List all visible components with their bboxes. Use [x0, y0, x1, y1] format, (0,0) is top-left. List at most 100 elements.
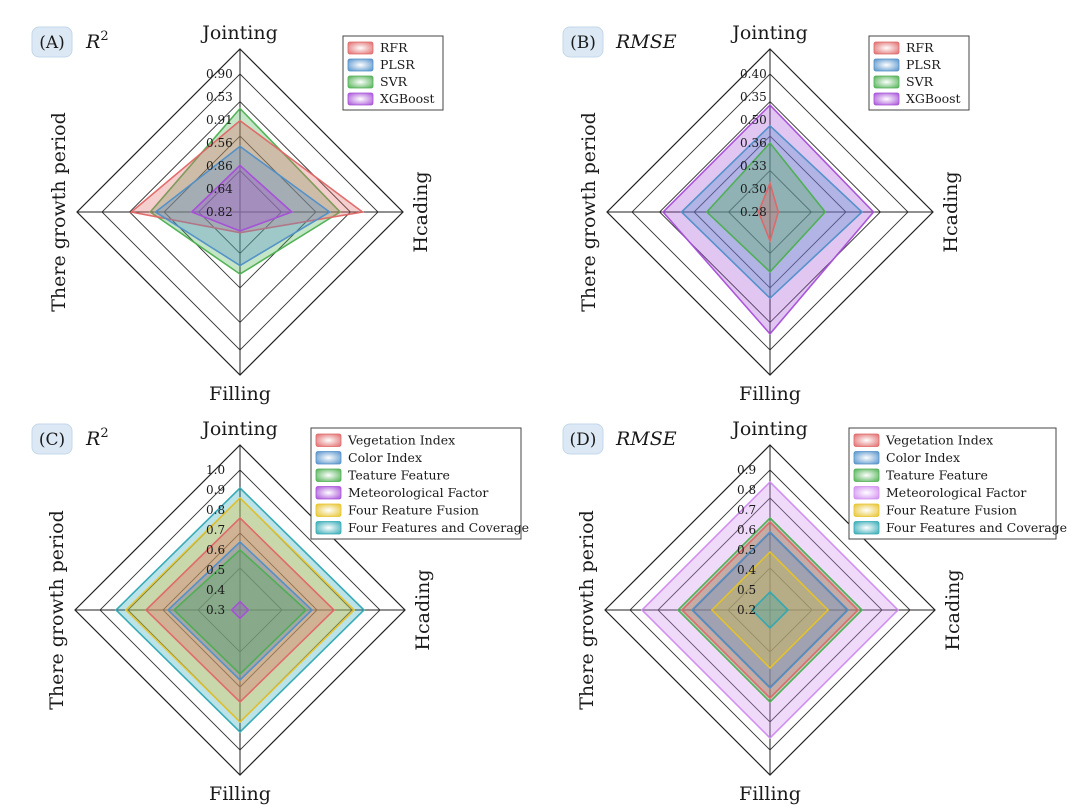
- tick-label: 0.5: [737, 543, 756, 557]
- legend-label: Four Features and Coverage: [886, 520, 1067, 535]
- legend-label: XGBoost: [380, 91, 435, 106]
- radar-panel-d: 0.2 0.5 0.4 0.5 0.6 0.7 0.8 0.9 Jointing Filling H…: [562, 418, 1067, 805]
- legend-swatch: [315, 486, 342, 500]
- series-area-rfr: [129, 119, 365, 234]
- axis-label-left: There growth period: [578, 112, 600, 312]
- axis-label-top: Jointing: [200, 418, 277, 440]
- series-area-plsr: [154, 145, 332, 267]
- panel-metric-superscript: 2: [100, 426, 108, 441]
- tick-label: 0.33: [740, 159, 767, 173]
- series-area-xgboost: [190, 164, 294, 232]
- tick-label: 0.8: [206, 503, 225, 517]
- panel-label-badge: [31, 26, 73, 58]
- tick-label: 0.40: [740, 67, 767, 81]
- series-area-four-features-and-coverage: [114, 486, 366, 734]
- legend-swatch: [347, 41, 374, 55]
- axis-label-right: Hcading: [412, 569, 434, 650]
- legend-label: Color Index: [348, 450, 422, 465]
- legend-box: [848, 427, 1057, 540]
- legend-swatch: [873, 75, 900, 89]
- tick-label: 0.9: [737, 463, 756, 477]
- legend-swatch: [315, 503, 342, 517]
- axis-label-top: Jointing: [200, 22, 277, 44]
- legend-swatch: [347, 75, 374, 89]
- legend-swatch: [347, 58, 374, 72]
- panel-label-badge: [562, 26, 604, 58]
- legend-label: Four Reature Fusion: [348, 503, 479, 518]
- radar-panel-b: 0.28 0.30 0.33 0.36 0.50 0.35 0.40 Jointing Fill…: [562, 22, 970, 405]
- tick-label: 0.3: [206, 603, 225, 617]
- series-area-vegetation-index: [680, 520, 860, 700]
- tick-label: 0.7: [737, 503, 756, 517]
- panel-label: (B): [570, 33, 596, 53]
- axis-label-bottom: Filling: [739, 783, 801, 805]
- legend-label: Four Reature Fusion: [886, 503, 1017, 518]
- legend-swatch: [853, 486, 880, 500]
- legend-label: Meteorological Factor: [348, 485, 488, 500]
- tick-label: 0.4: [206, 583, 225, 597]
- series-area-color-index: [690, 530, 850, 690]
- tick-label: 0.91: [206, 113, 233, 127]
- legend-label: Vegetation Index: [347, 433, 455, 448]
- series-area-plsr: [680, 124, 864, 300]
- legend-label: Vegetation Index: [885, 433, 993, 448]
- tick-label: 0.2: [737, 603, 756, 617]
- tick-label: 0.64: [206, 182, 233, 196]
- tick-label: 0.28: [740, 205, 767, 219]
- legend-swatch: [315, 451, 342, 465]
- legend-swatch: [347, 92, 374, 106]
- panel-label: (C): [39, 430, 65, 450]
- series-area-svr: [705, 141, 827, 273]
- legend-swatch: [853, 451, 880, 465]
- series-area-meteorological-factor: [230, 600, 250, 620]
- series-area-color-index: [166, 540, 314, 682]
- axis-label-left: There growth period: [576, 510, 598, 710]
- legend-swatch: [315, 468, 342, 482]
- panel-metric-superscript: 2: [100, 29, 108, 44]
- tick-label: 0.35: [740, 90, 767, 104]
- series-area-teature-feature: [676, 516, 864, 704]
- tick-label: 0.9: [206, 483, 225, 497]
- legend-label: Teature Feature: [348, 468, 450, 483]
- legend-swatch: [873, 58, 900, 72]
- panel-label: (A): [39, 33, 65, 53]
- series-area-meteorological-factor: [640, 480, 900, 740]
- tick-label: 0.53: [206, 90, 233, 104]
- legend-box: [310, 427, 522, 540]
- panel-metric: R2: [85, 29, 109, 53]
- tick-label: 0.6: [737, 523, 756, 537]
- series-area-xgboost: [662, 103, 875, 336]
- axis-label-left: There growth period: [46, 510, 68, 710]
- axis-label-bottom: Filling: [209, 783, 271, 805]
- panel-label-badge: [562, 423, 604, 455]
- legend-label: PLSR: [380, 57, 415, 72]
- series-area-four-reature-fusion: [710, 550, 830, 670]
- panel-label: (D): [570, 430, 597, 450]
- legend-swatch: [873, 92, 900, 106]
- axis-label-left: There growth period: [48, 112, 70, 312]
- tick-label: 0.90: [206, 67, 233, 81]
- tick-label: 0.82: [206, 205, 233, 219]
- legend-swatch: [853, 433, 880, 447]
- legend-label: Meteorological Factor: [886, 485, 1026, 500]
- series-area-svr: [149, 107, 342, 276]
- radar-panel-c: 0.3 0.4 0.5 0.6 0.7 0.8 0.9 1.0 Jointing Filling H…: [31, 418, 529, 805]
- legend-swatch: [315, 433, 342, 447]
- axis-label-bottom: Filling: [739, 383, 801, 405]
- panel-label-badge: [31, 423, 73, 455]
- series-area-four-features-and-coverage: [750, 590, 790, 630]
- tick-label: 1.0: [206, 463, 225, 477]
- axis-label-top: Jointing: [730, 418, 807, 440]
- panel-metric: RMSE: [615, 428, 677, 450]
- legend-swatch: [873, 41, 900, 55]
- legend-label: SVR: [906, 74, 934, 89]
- axis-label-bottom: Filling: [209, 383, 271, 405]
- tick-label: 0.7: [206, 523, 225, 537]
- tick-label: 0.30: [740, 182, 767, 196]
- panel-metric: R2: [85, 426, 109, 450]
- legend-label: RFR: [906, 40, 934, 55]
- series-area-teature-feature: [172, 548, 308, 676]
- tick-label: 0.4: [737, 563, 756, 577]
- tick-label: 0.5: [737, 583, 756, 597]
